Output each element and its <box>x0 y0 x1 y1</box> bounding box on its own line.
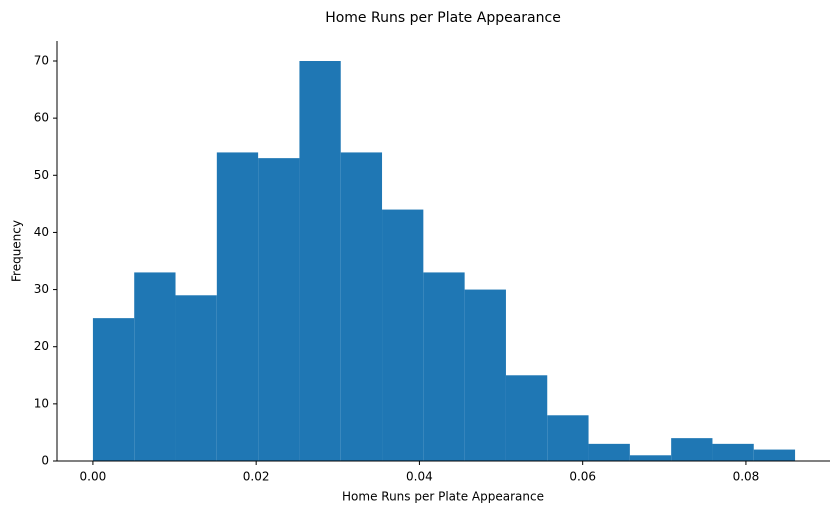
x-tick-label: 0.04 <box>406 470 433 484</box>
bar <box>712 443 754 461</box>
y-tick-label: 0 <box>41 454 49 468</box>
bar <box>258 158 300 461</box>
x-tick-label: 0.00 <box>80 470 107 484</box>
bar <box>340 152 383 461</box>
bar <box>629 455 672 461</box>
bar <box>753 449 796 461</box>
bar <box>547 415 589 461</box>
bar <box>134 272 176 461</box>
bar <box>671 438 713 461</box>
bar <box>423 272 465 461</box>
y-tick-label: 30 <box>34 282 49 296</box>
x-tick-label: 0.06 <box>569 470 596 484</box>
y-tick-label: 70 <box>34 54 49 68</box>
bar <box>382 209 424 461</box>
bar <box>464 289 506 461</box>
bar <box>216 152 259 461</box>
y-tick-label: 20 <box>34 339 49 353</box>
bar <box>175 295 217 461</box>
y-axis-label: Frequency <box>10 220 24 282</box>
bar <box>92 318 135 461</box>
x-axis-label: Home Runs per Plate Appearance <box>342 490 544 504</box>
y-tick-label: 10 <box>34 396 49 410</box>
bar <box>505 375 548 461</box>
y-tick-label: 60 <box>34 111 49 125</box>
bar <box>588 443 630 461</box>
chart-title: Home Runs per Plate Appearance <box>325 10 561 26</box>
x-tick-label: 0.08 <box>733 470 760 484</box>
y-tick-label: 50 <box>34 168 49 182</box>
x-tick-label: 0.02 <box>243 470 270 484</box>
y-tick-label: 40 <box>34 225 49 239</box>
bar <box>299 61 341 461</box>
